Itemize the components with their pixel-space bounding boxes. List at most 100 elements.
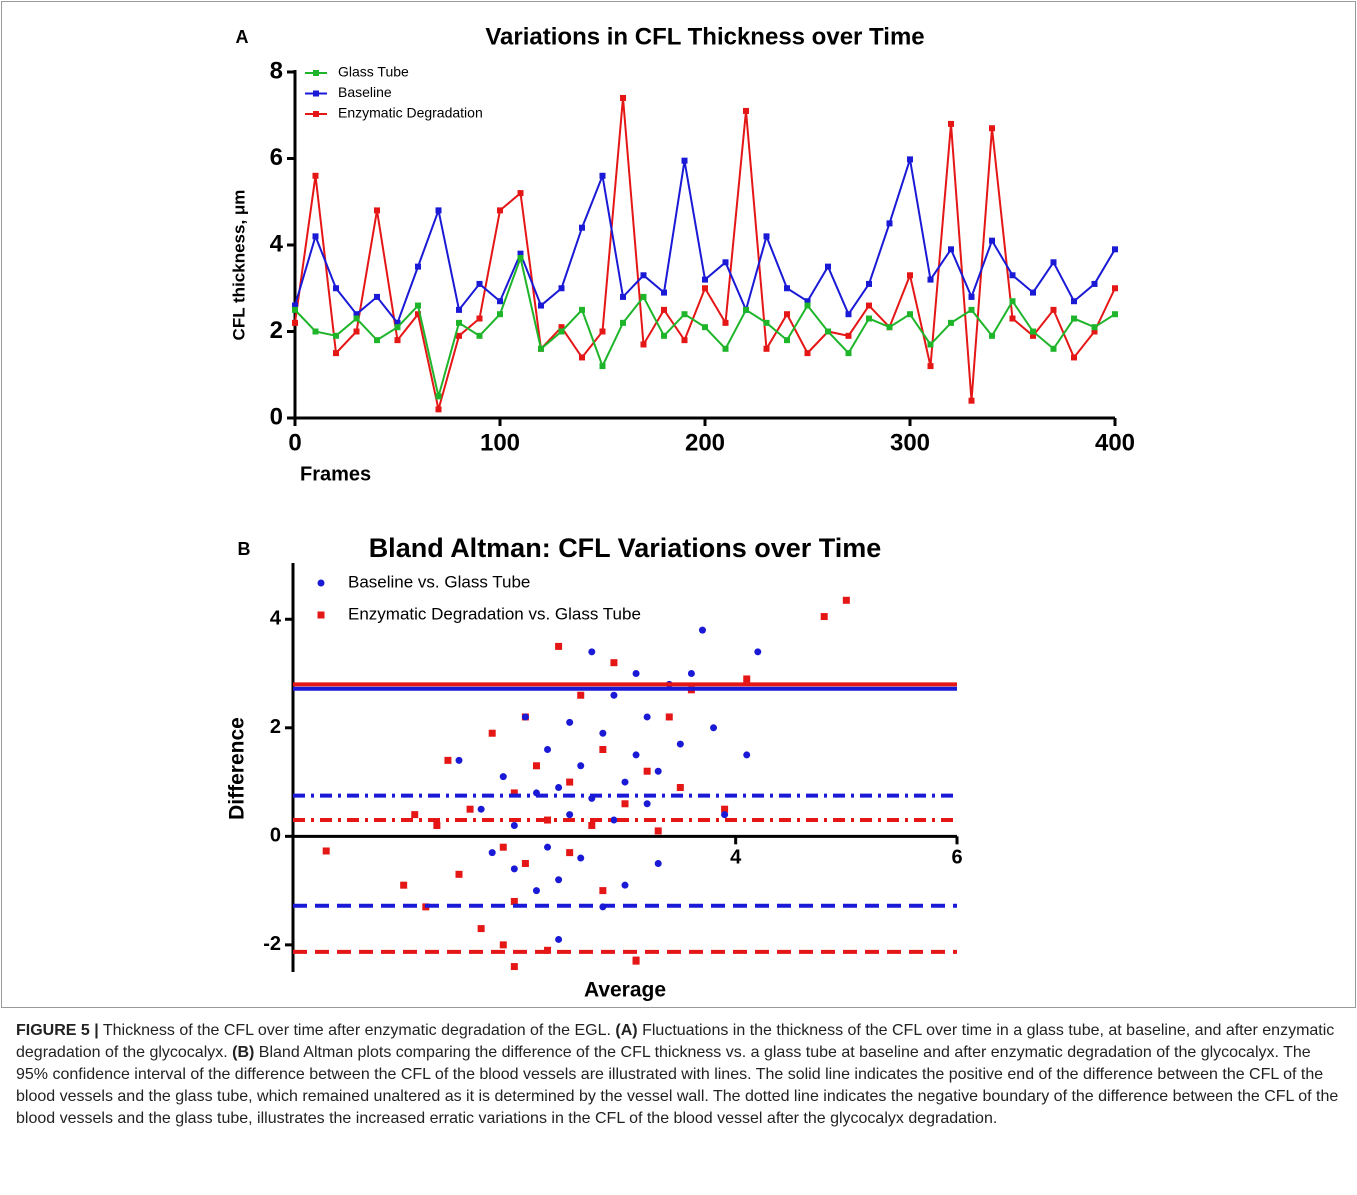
point <box>1112 311 1118 318</box>
point <box>599 729 607 737</box>
point <box>517 254 524 261</box>
point <box>521 713 529 721</box>
caption-label: (A) <box>615 1022 638 1039</box>
point <box>907 311 913 318</box>
point <box>702 285 708 292</box>
figure-label: FIGURE 5 | <box>16 1022 99 1039</box>
point <box>415 302 421 309</box>
point <box>499 843 507 851</box>
point <box>784 311 790 318</box>
x-tick-label: 300 <box>890 429 930 456</box>
point <box>538 302 544 309</box>
point <box>681 311 688 318</box>
x-tick-label: 400 <box>1095 429 1135 456</box>
point <box>588 821 596 829</box>
point <box>1091 328 1098 335</box>
point <box>640 341 647 348</box>
point <box>620 293 626 300</box>
point <box>292 306 298 313</box>
point <box>566 778 574 786</box>
point <box>394 337 401 344</box>
point <box>1009 298 1016 305</box>
point <box>710 724 718 732</box>
point <box>1050 345 1057 352</box>
point <box>312 172 319 179</box>
point <box>620 319 626 326</box>
point <box>1030 328 1036 335</box>
point <box>754 648 762 656</box>
point <box>763 233 770 240</box>
point <box>620 94 626 101</box>
point <box>866 315 872 322</box>
caption-text: Thickness of the CFL over time after enz… <box>98 1022 616 1039</box>
point <box>532 887 540 895</box>
point <box>466 805 474 813</box>
point <box>621 881 629 889</box>
point <box>555 783 563 791</box>
point <box>866 280 872 287</box>
point <box>702 276 708 283</box>
point <box>968 397 975 404</box>
point <box>743 675 751 683</box>
point <box>510 821 518 829</box>
point <box>510 865 518 873</box>
point <box>886 220 893 227</box>
point <box>743 107 749 114</box>
point <box>698 626 706 634</box>
point <box>544 746 552 754</box>
point <box>499 941 507 949</box>
point <box>654 827 662 835</box>
y-axis-label: Difference <box>226 717 249 820</box>
point <box>927 363 934 370</box>
point <box>968 306 975 313</box>
point <box>433 821 441 829</box>
point <box>566 849 574 857</box>
point <box>555 876 563 884</box>
point <box>784 285 790 292</box>
chart-title: Variations in CFL Thickness over Time <box>485 23 924 50</box>
point <box>455 870 463 878</box>
point <box>599 172 606 179</box>
y-tick-label: 4 <box>270 230 284 257</box>
point <box>610 816 618 824</box>
point <box>599 746 607 754</box>
point <box>866 302 872 309</box>
point <box>610 659 618 667</box>
point <box>1112 285 1118 292</box>
series-line <box>294 97 1116 410</box>
point <box>477 805 485 813</box>
point <box>292 302 298 309</box>
point <box>654 859 662 867</box>
point <box>476 280 483 287</box>
point <box>702 324 708 331</box>
y-tick-label: 2 <box>270 716 281 738</box>
x-tick-label: 6 <box>951 847 962 869</box>
y-tick-label: 2 <box>270 317 283 344</box>
y-axis-label: CFL thickness, μm <box>229 190 248 341</box>
point <box>621 800 629 808</box>
point <box>804 298 811 305</box>
point <box>1071 354 1077 361</box>
point <box>353 315 360 322</box>
point <box>1030 332 1036 339</box>
legend-label: Enzymatic Degradation vs. Glass Tube <box>348 604 641 623</box>
legend-label: Baseline <box>338 84 392 100</box>
caption-text: Fluctuations in the thickness of the CFL… <box>16 1022 1335 1061</box>
legend-marker <box>313 70 319 76</box>
point <box>661 306 667 313</box>
point <box>599 328 606 335</box>
point <box>579 224 585 231</box>
point <box>1071 298 1077 305</box>
point <box>907 156 913 163</box>
point <box>411 811 419 819</box>
point <box>456 319 462 326</box>
point <box>538 345 544 352</box>
point <box>681 157 688 164</box>
point <box>599 887 607 895</box>
point <box>577 854 585 862</box>
point <box>374 293 380 300</box>
point <box>640 272 647 279</box>
point <box>599 363 606 370</box>
point <box>1009 315 1016 322</box>
point <box>1009 272 1016 279</box>
